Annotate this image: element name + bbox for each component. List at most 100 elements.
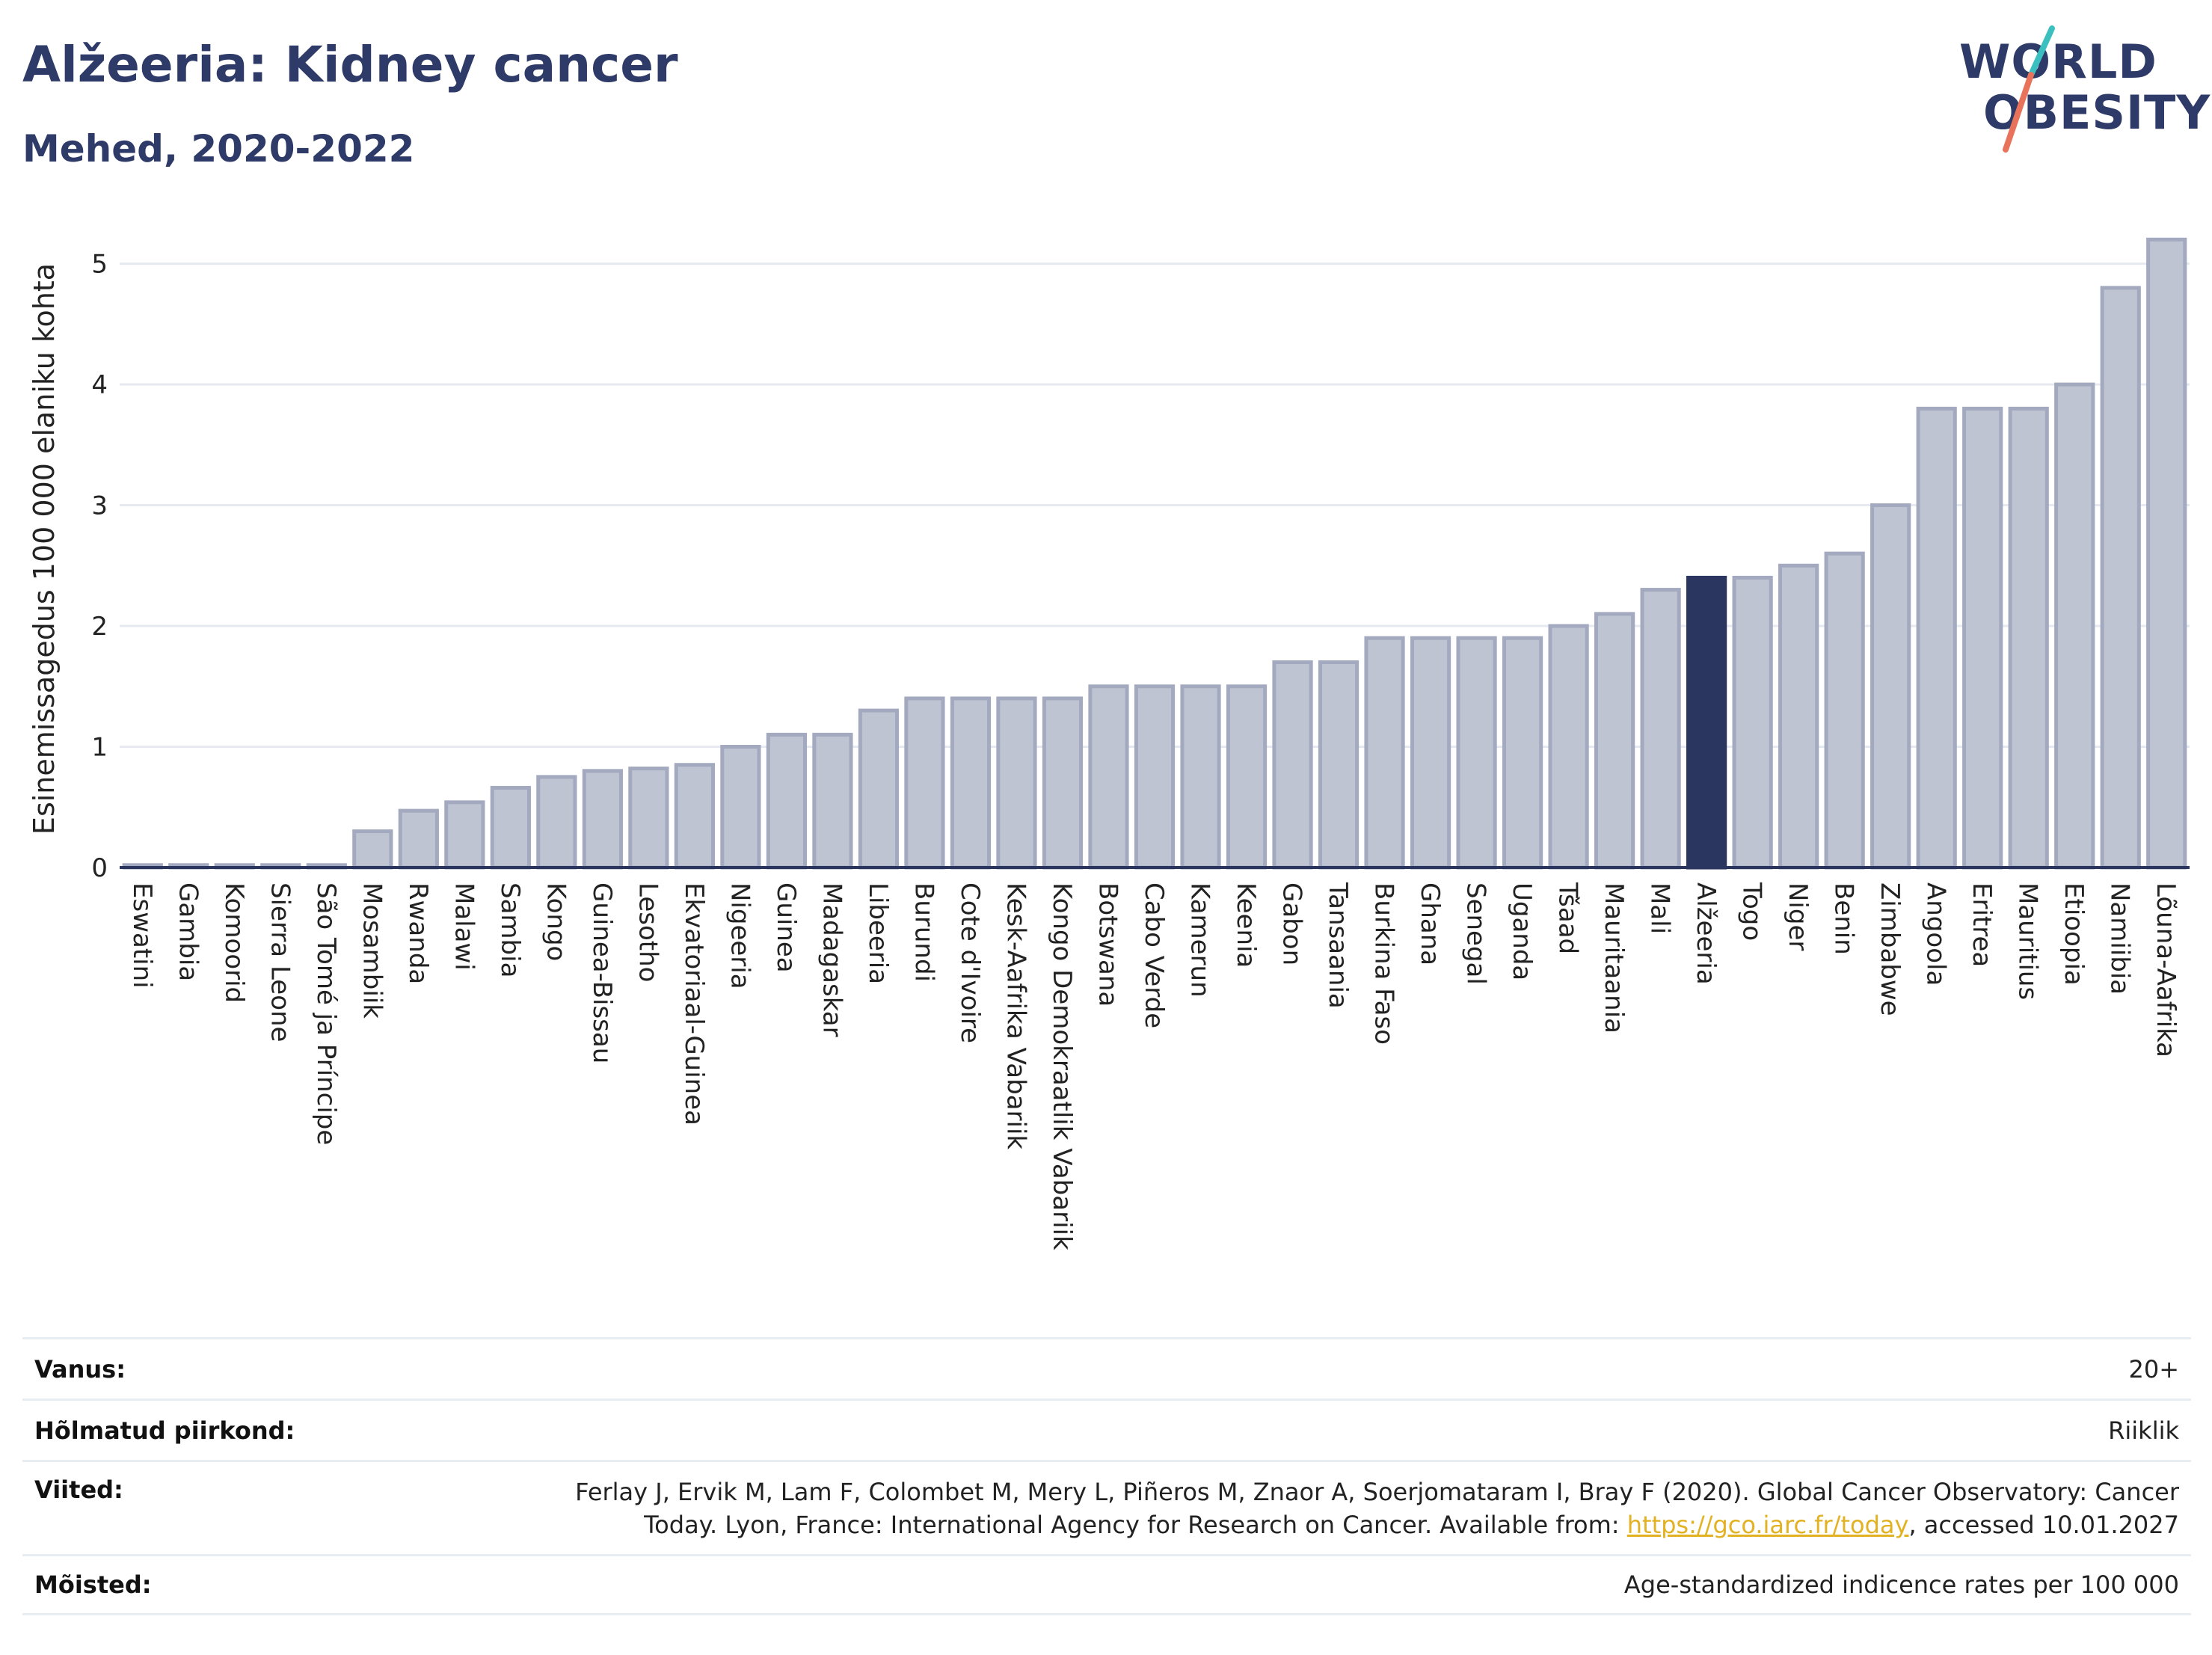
footer-value: Age-standardized indicence rates per 100…	[1623, 1570, 2179, 1599]
bar	[1456, 636, 1497, 870]
y-axis-title: Esinemissagedus 100 000 elaniku kohta	[28, 263, 61, 835]
x-tick-label: Cabo Verde	[1139, 882, 1169, 1028]
x-tick-label: Sierra Leone	[265, 882, 295, 1042]
x-tick-label: Namiibia	[2105, 882, 2135, 995]
reference-text-line1: Ferlay J, Ervik M, Lam F, Colombet M, Me…	[575, 1478, 2179, 1506]
reference-text-line2-end: , accessed 10.01.2027	[1908, 1511, 2179, 1539]
x-tick-label: Botswana	[1093, 882, 1122, 1007]
x-tick-label: Ekvatoriaal-Guinea	[679, 882, 709, 1126]
bar	[1548, 624, 1589, 870]
x-tick-label: Keenia	[1231, 882, 1261, 968]
bar	[1226, 684, 1268, 870]
footer-row-region: Hõlmatud piirkond: Riiklik	[22, 1398, 2191, 1460]
y-tick-label: 5	[91, 250, 108, 280]
bar	[1502, 636, 1543, 870]
bar	[996, 696, 1037, 870]
footer-value: Riiklik	[2108, 1416, 2179, 1445]
x-tick-label: Mali	[1645, 882, 1675, 934]
x-tick-label: Tšaad	[1553, 882, 1583, 954]
bar	[352, 829, 393, 870]
x-tick-label: Tansaania	[1323, 882, 1353, 1009]
bar	[1318, 660, 1360, 870]
bar	[674, 763, 715, 870]
chart-title: Alžeeria: Kidney cancer	[22, 36, 678, 93]
x-tick-label: Zimbabwe	[1875, 882, 1905, 1016]
metadata-footer: Vanus: 20+ Hõlmatud piirkond: Riiklik Vi…	[22, 1337, 2191, 1615]
bar	[2146, 237, 2187, 870]
y-tick-label: 4	[91, 370, 108, 400]
x-tick-label: Komoorid	[219, 882, 249, 1003]
bar	[1962, 406, 2003, 870]
x-tick-label: Guinea	[771, 882, 801, 973]
x-tick-label: Lõuna-Aafrika	[2151, 882, 2181, 1057]
y-tick-label: 0	[91, 853, 108, 883]
x-tick-label: Ghana	[1415, 882, 1445, 965]
x-tick-label: Eritrea	[1967, 882, 1997, 967]
x-tick-label: Togo	[1737, 882, 1767, 941]
bar	[1042, 696, 1084, 870]
x-tick-label: Cote d'Ivoire	[955, 882, 985, 1043]
bar	[812, 732, 853, 870]
bar	[1732, 575, 1773, 870]
bar	[766, 732, 808, 870]
footer-label: Hõlmatud piirkond:	[34, 1416, 295, 1445]
x-tick-label: Gabon	[1277, 882, 1307, 965]
y-tick-label: 1	[91, 733, 108, 763]
bar	[1134, 684, 1176, 870]
reference-link[interactable]: https://gco.iarc.fr/today	[1626, 1511, 1909, 1539]
footer-label: Vanus:	[34, 1354, 126, 1384]
bar	[1272, 660, 1313, 870]
x-tick-label: Rwanda	[403, 882, 433, 984]
x-tick-label: Angoola	[1921, 882, 1951, 986]
x-tick-label: Libeeria	[863, 882, 893, 984]
x-tick-label: Guinea-Bissau	[587, 882, 617, 1063]
bar	[1364, 636, 1405, 870]
x-tick-label: Kesk-Aafrika Vabariik	[1001, 882, 1030, 1149]
bar	[1594, 612, 1635, 870]
bar	[398, 808, 439, 870]
bar-chart: 0 1 2 3 4 5 Esinemissagedus 100 000 elaniku ko…	[28, 237, 2190, 1250]
x-tick-label: Kamerun	[1185, 882, 1215, 998]
bar	[1686, 575, 1727, 870]
x-tick-label: Senegal	[1461, 882, 1491, 985]
bar	[1180, 684, 1221, 870]
x-tick-label: Etioopia	[2059, 882, 2089, 986]
bar	[858, 708, 900, 870]
x-tick-label: Sambia	[495, 882, 525, 977]
logo-text-world: WORLD	[1959, 34, 2157, 89]
bar	[536, 775, 577, 870]
footer-row-references: Viited: Ferlay J, Ervik M, Lam F, Colomb…	[22, 1460, 2191, 1554]
bar	[1640, 588, 1681, 870]
bar	[2054, 382, 2095, 870]
bar	[490, 785, 531, 870]
bar	[1916, 406, 1957, 870]
y-tick-label: 2	[91, 612, 108, 642]
x-tick-label: Uganda	[1507, 882, 1537, 980]
bar	[904, 696, 945, 870]
x-tick-label: Burundi	[909, 882, 938, 982]
bar	[628, 767, 669, 870]
x-tick-label: Benin	[1829, 882, 1859, 955]
bar	[2008, 406, 2049, 870]
x-tick-label: Kongo Demokraatlik Vabariik	[1047, 882, 1077, 1250]
footer-value: Ferlay J, Ervik M, Lam F, Colombet M, Me…	[575, 1476, 2179, 1541]
bar	[1824, 551, 1865, 870]
bar	[1870, 503, 1911, 870]
x-tick-label: Kongo	[541, 882, 571, 961]
x-tick-label: Mosambiik	[357, 882, 387, 1019]
y-tick-label: 3	[91, 491, 108, 521]
x-tick-label: Malawi	[449, 882, 479, 971]
x-tick-label: Burkina Faso	[1369, 882, 1399, 1045]
bar	[1088, 684, 1129, 870]
x-tick-label: São Tomé ja Príncipe	[311, 882, 341, 1145]
footer-row-age: Vanus: 20+	[22, 1337, 2191, 1398]
x-tick-label: Mauritius	[2013, 882, 2043, 1000]
footer-label: Mõisted:	[34, 1570, 152, 1599]
x-tick-label: Madagaskar	[817, 882, 847, 1037]
bar	[444, 800, 485, 870]
bar	[720, 745, 761, 870]
footer-row-definitions: Mõisted: Age-standardized indicence rate…	[22, 1554, 2191, 1615]
chart-subtitle: Mehed, 2020-2022	[22, 127, 415, 171]
bar	[1410, 636, 1451, 870]
x-tick-label: Eswatini	[127, 882, 157, 989]
